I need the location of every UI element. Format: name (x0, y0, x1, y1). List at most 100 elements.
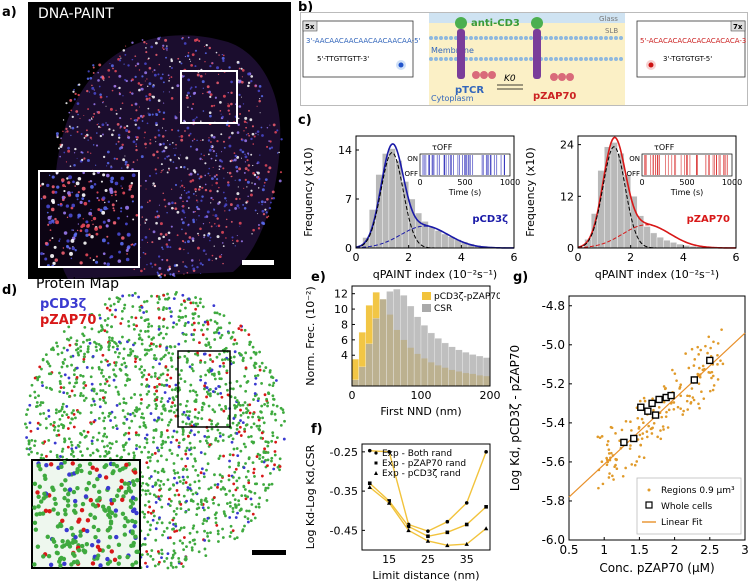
region-point (664, 415, 668, 418)
data-point (464, 541, 469, 546)
fit-component (577, 224, 737, 249)
region-point (682, 409, 685, 413)
region-point (638, 399, 642, 403)
x-tick-label: 2 (671, 543, 679, 557)
histogram-bar (455, 349, 463, 387)
data-point (426, 529, 430, 533)
x-tick-label: 1 (600, 543, 608, 557)
x-tick-label: 25 (421, 553, 435, 566)
whole-cell-point (655, 395, 663, 404)
x-axis-label: Limit distance (nm) (372, 569, 479, 582)
region-point (607, 476, 611, 479)
schematic-panel: 5x 3'-AACAACAACAACAACAACAA-5' 5'-TTGTTGT… (300, 12, 748, 106)
region-point (621, 474, 625, 478)
inset-x-tick: 0 (417, 178, 422, 187)
left-strand-bottom: 5'-TTGTTGTT-3' (317, 55, 369, 63)
x-tick-label: 35 (460, 553, 474, 566)
y-tick-label: -5.0 (542, 338, 565, 352)
region-point (671, 368, 674, 372)
region-point (681, 413, 685, 416)
histogram-bar (650, 232, 658, 249)
region-point (600, 435, 604, 438)
y-tick-label: -5.2 (542, 377, 565, 391)
fit-component (355, 225, 515, 249)
region-point (612, 478, 615, 481)
region-point (710, 370, 714, 374)
data-point (367, 448, 372, 453)
histogram-bar (669, 242, 677, 249)
region-point (692, 364, 696, 367)
histogram-bar (676, 243, 684, 249)
region-point (720, 328, 723, 331)
y-tick-label: -0.45 (330, 524, 358, 537)
region-point (692, 398, 696, 402)
legend-swatch (422, 292, 431, 300)
region-point (636, 416, 640, 420)
right-strand-top: 5'-ACACACACACACACACACA-3' (640, 37, 747, 45)
legend-swatch (422, 304, 431, 312)
region-point (624, 466, 627, 470)
inset-on-label: ON (629, 155, 640, 163)
region-point (633, 463, 637, 467)
histogram-bar (358, 366, 366, 387)
scale-bar (252, 550, 286, 555)
region-point (607, 452, 611, 455)
y-tick-label: -4.8 (542, 299, 565, 313)
region-point (646, 435, 649, 439)
x-tick-label: 0 (575, 251, 582, 264)
histogram-bar (393, 288, 401, 387)
x-tick-label: 6 (511, 251, 518, 264)
inset-x-tick: 0 (639, 178, 644, 187)
region-point (661, 425, 665, 428)
region-point (702, 397, 706, 400)
data-point (406, 528, 411, 533)
region-point (640, 417, 644, 421)
whole-cell-point (644, 407, 652, 415)
histogram-bar (427, 332, 435, 387)
region-point (712, 340, 715, 344)
panel-c-label: c) (298, 113, 312, 128)
region-point (652, 421, 656, 425)
whole-cell-point (667, 391, 675, 400)
region-point (697, 382, 701, 385)
inset-x-tick: 1000 (722, 178, 742, 187)
legend-marker (374, 461, 378, 465)
region-point (696, 372, 700, 376)
legend-box (636, 477, 742, 535)
panel-d-label: d) (2, 283, 18, 298)
x-tick-label: 2 (405, 251, 412, 264)
data-point (445, 530, 450, 535)
inset-tau-label: τOFF (432, 143, 453, 152)
tcr-receptor-icon (457, 29, 465, 79)
y-tick-label: 12 (334, 288, 348, 301)
region-point (666, 426, 670, 429)
region-point (630, 463, 634, 466)
whole-cell-point (706, 356, 714, 365)
y-axis-label: Frequency (x10) (302, 147, 315, 236)
region-point (699, 348, 703, 352)
data-point (445, 543, 450, 548)
y-tick-label: 4 (341, 349, 348, 362)
region-point (615, 467, 619, 471)
x-tick-label: 2.5 (700, 543, 719, 557)
panel-f-label: f) (311, 422, 323, 437)
panel-e-label: e) (311, 270, 326, 285)
histogram-bar (441, 233, 449, 249)
region-point (667, 408, 671, 412)
region-point (707, 371, 711, 374)
histogram-bar (382, 153, 390, 249)
region-point (659, 429, 662, 432)
x-tick-label: 6 (733, 251, 740, 264)
data-point (445, 519, 450, 524)
inset-x-tick: 500 (457, 178, 472, 187)
region-point (712, 384, 716, 387)
region-point (611, 474, 614, 478)
region-point (698, 375, 702, 379)
legend-marker (645, 501, 653, 509)
y-tick-label: 6 (341, 334, 348, 347)
legend-label: Whole cells (661, 502, 712, 512)
region-point (698, 406, 701, 410)
region-point (645, 430, 649, 433)
region-point (630, 429, 633, 432)
region-point (675, 379, 678, 382)
